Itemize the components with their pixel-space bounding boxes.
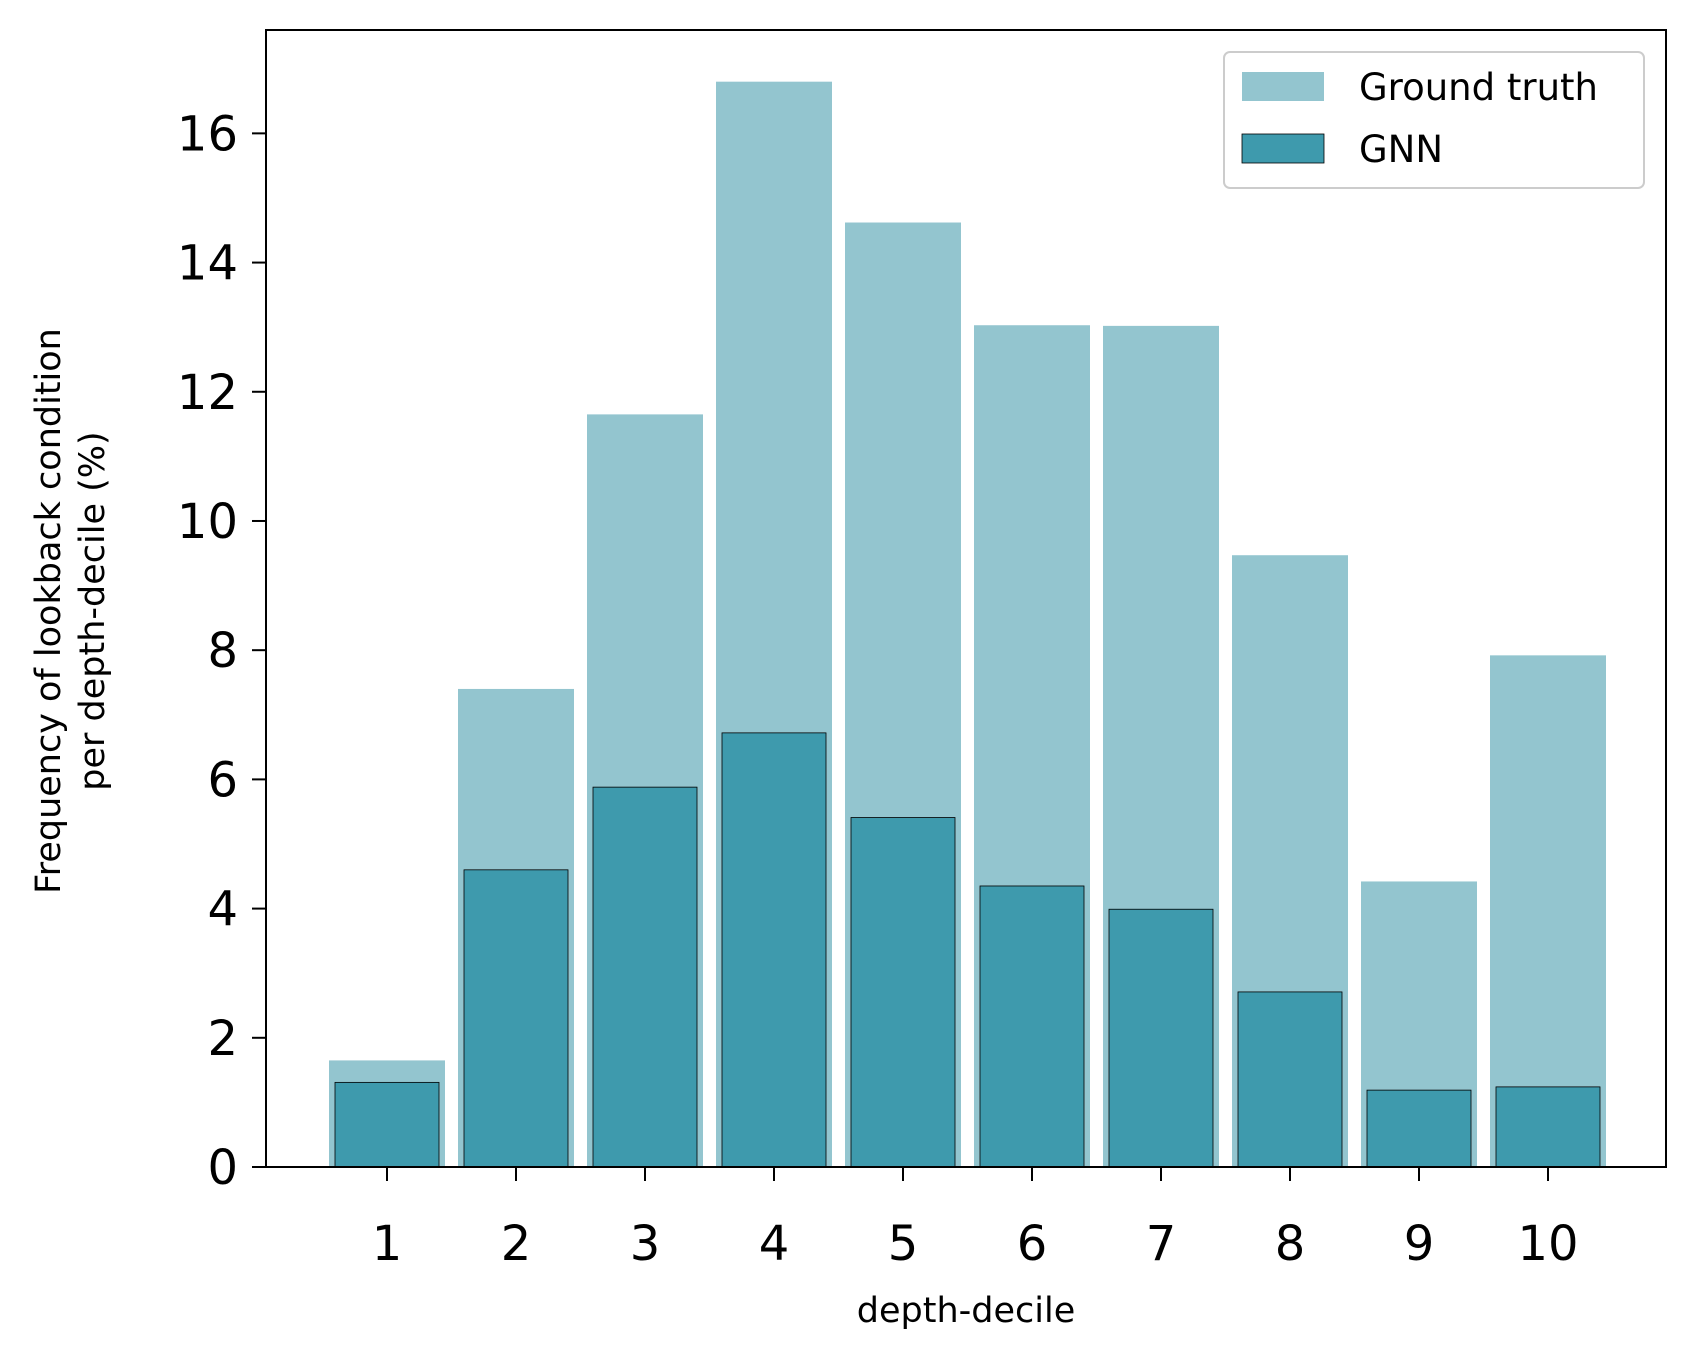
y-tick-label-6: 6 (207, 752, 238, 808)
x-tick-label-9: 9 (1404, 1216, 1435, 1272)
x-tick-label-2: 2 (501, 1216, 532, 1272)
y-axis: 0 2 4 6 8 10 12 14 16 (177, 106, 266, 1196)
y-axis-label-line-1: Frequency of lookback condition (29, 328, 69, 894)
y-tick-label-16: 16 (177, 106, 238, 162)
gnn-bar-9 (1366, 1089, 1472, 1168)
legend-label-gnn: GNN (1359, 128, 1443, 171)
legend-label-ground-truth: Ground truth (1359, 66, 1598, 109)
y-tick-label-4: 4 (207, 882, 238, 938)
y-tick-label-10: 10 (177, 494, 238, 550)
x-tick-label-5: 5 (888, 1216, 919, 1272)
legend-swatch-ground-truth (1242, 72, 1324, 101)
gnn-bar-5 (850, 817, 956, 1168)
plot-frame (265, 29, 1667, 1168)
legend: Ground truth GNN (1223, 51, 1645, 189)
y-tick-label-14: 14 (177, 236, 238, 292)
gnn-bar-8 (1237, 991, 1343, 1168)
x-tick-label-6: 6 (1017, 1216, 1048, 1272)
ground-truth-bar-10 (1490, 655, 1606, 1167)
y-tick-label-2: 2 (207, 1011, 238, 1067)
x-tick-label-8: 8 (1275, 1216, 1306, 1272)
x-tick-label-3: 3 (630, 1216, 661, 1272)
gnn-bar-2 (463, 869, 569, 1168)
x-tick-label-7: 7 (1146, 1216, 1177, 1272)
gnn-bar-1 (334, 1081, 440, 1168)
legend-box (1223, 51, 1645, 189)
y-tick-label-0: 0 (207, 1140, 238, 1196)
legend-swatch-gnn (1241, 133, 1325, 164)
gnn-bar-7 (1108, 908, 1214, 1168)
gnn-bars (334, 732, 1601, 1168)
x-axis: 1 2 3 4 5 6 7 8 9 10 (372, 1167, 1579, 1272)
gnn-bar-10 (1495, 1086, 1601, 1168)
x-axis-label: depth-decile (857, 1291, 1075, 1331)
y-axis-label-line-2: per depth-decile (%) (73, 431, 113, 790)
y-tick-label-12: 12 (177, 365, 238, 421)
gnn-bar-3 (592, 786, 698, 1168)
gnn-bar-4 (721, 732, 827, 1168)
x-tick-label-1: 1 (372, 1216, 403, 1272)
x-tick-label-10: 10 (1517, 1216, 1578, 1272)
gnn-bar-6 (979, 885, 1085, 1168)
y-tick-label-8: 8 (207, 623, 238, 679)
x-tick-label-4: 4 (759, 1216, 790, 1272)
